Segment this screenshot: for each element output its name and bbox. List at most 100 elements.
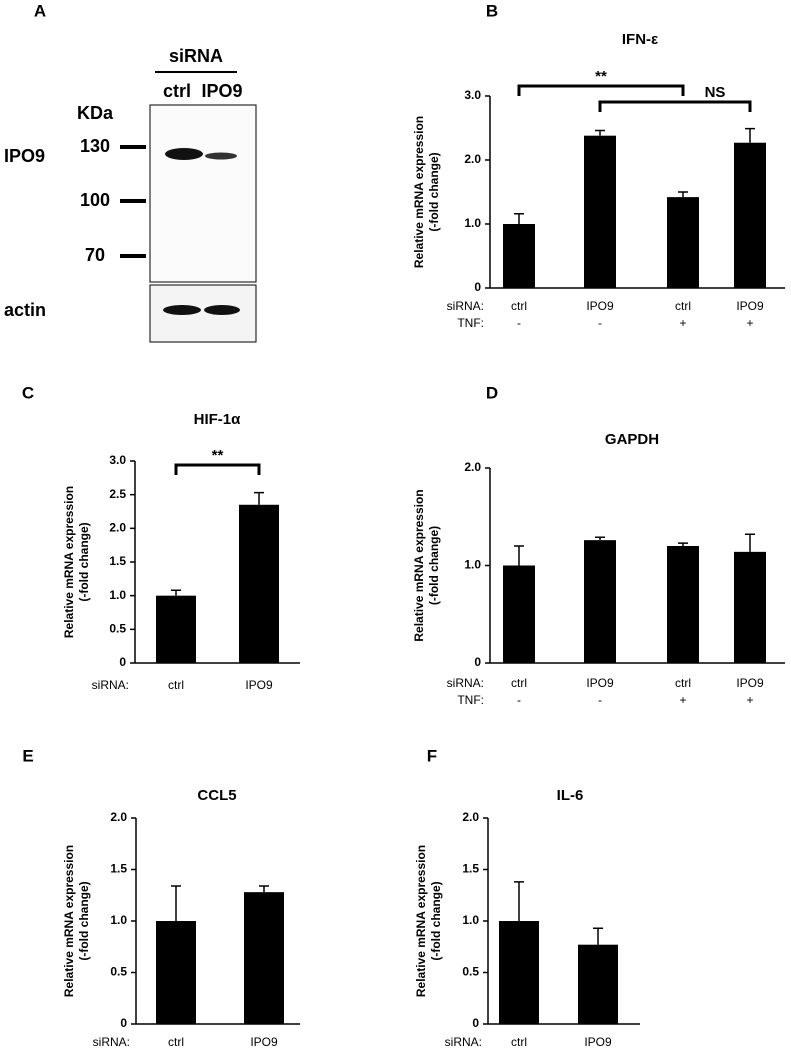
bar [667,546,699,663]
y-axis-label: (-fold change) [427,152,441,231]
panel-label: F [427,746,437,765]
blot-frame [149,104,257,283]
marker-label: 130 [80,136,110,156]
error-bar [514,881,524,921]
x-tick-label: ctrl [675,676,691,690]
error-bar [745,127,755,143]
x-tick-label: ctrl [511,1035,527,1049]
y-tick-label: 0 [474,280,481,294]
y-axis-label: Relative mRNA expression [412,116,426,268]
lane-label: IPO9 [201,81,242,101]
y-tick-label: 2.0 [110,810,127,824]
significance-bracket [174,463,261,475]
y-tick-label: 1.0 [109,588,126,602]
x-tick-label: IPO9 [586,299,614,313]
y-axis-label: Relative mRNA expression [414,845,428,997]
y-tick-label: 1.0 [462,913,479,927]
bar [503,565,535,663]
error-bar [259,885,269,893]
x-tick-label: ctrl [675,299,691,313]
x-tick-label: - [517,693,521,707]
bar [734,142,766,288]
error-bar [678,191,688,198]
marker-label: 70 [85,245,105,265]
x-tick-label: - [517,316,521,330]
significance-label: ** [212,447,224,464]
y-axis-label: (-fold change) [77,881,91,960]
y-tick-label: 0.5 [110,965,127,979]
significance-label: NS [705,84,726,101]
y-tick-label: 2.0 [109,521,126,535]
chart-title: CCL5 [197,787,236,804]
band [165,148,203,160]
error-bar [595,129,605,136]
bar [156,595,196,663]
unit-label: KDa [77,103,114,123]
y-tick-label: 1.0 [464,558,481,572]
y-tick-label: 2.0 [464,152,481,166]
chart-title: IL-6 [557,787,584,804]
y-tick-label: 0 [472,1016,479,1030]
row-label: siRNA: [447,676,484,690]
panel-label: E [22,746,33,765]
bar [503,224,535,288]
error-bar [254,491,264,505]
error-bar [171,589,181,596]
x-tick-label: ctrl [511,676,527,690]
blot-frame [149,284,257,343]
x-tick-label: IPO9 [250,1035,278,1049]
protein-label: IPO9 [4,146,45,166]
bar [734,551,766,663]
bar [584,540,616,663]
y-tick-label: 1.0 [110,913,127,927]
chart-title: GAPDH [605,431,659,448]
panel-label: D [486,383,498,402]
y-tick-label: 2.0 [462,810,479,824]
lane-label: ctrl [163,81,191,101]
y-tick-label: 3.0 [464,88,481,102]
x-tick-label: ctrl [168,678,184,692]
chart-title: HIF-1α [194,411,242,428]
marker-label: 100 [80,190,110,210]
error-bar [171,885,181,921]
band [205,152,237,160]
x-tick-label: + [679,693,686,707]
y-tick-label: 1.5 [109,554,126,568]
x-tick-label: + [746,693,753,707]
error-bar [514,213,524,224]
x-tick-label: IPO9 [586,676,614,690]
panel-label: A [34,1,46,20]
panel-label: C [22,383,34,402]
bar [578,944,618,1024]
error-bar [745,533,755,552]
x-tick-label: + [679,316,686,330]
y-axis-label: (-fold change) [77,522,91,601]
bar [156,921,196,1024]
x-tick-label: IPO9 [736,299,764,313]
x-tick-label: ctrl [168,1035,184,1049]
x-tick-label: IPO9 [584,1035,612,1049]
bar [239,504,279,663]
group-label: siRNA [169,46,223,66]
control-label: actin [4,300,46,320]
y-tick-label: 0 [120,1016,127,1030]
significance-bracket [598,100,752,112]
y-axis-label: Relative mRNA expression [62,845,76,997]
y-tick-label: 0 [119,655,126,669]
y-tick-label: 1.5 [110,862,127,876]
row-label: TNF: [457,693,484,707]
row-label: siRNA: [93,1035,130,1049]
y-axis-label: Relative mRNA expression [412,489,426,641]
row-label: siRNA: [447,299,484,313]
y-tick-label: 0 [474,655,481,669]
x-tick-label: IPO9 [736,676,764,690]
bar [499,921,539,1024]
x-tick-label: ctrl [511,299,527,313]
y-axis-label: (-fold change) [427,526,441,605]
x-tick-label: - [598,316,602,330]
error-bar [514,545,524,566]
significance-label: ** [595,68,607,85]
panel-label: B [486,1,498,20]
y-tick-label: 2.0 [464,460,481,474]
